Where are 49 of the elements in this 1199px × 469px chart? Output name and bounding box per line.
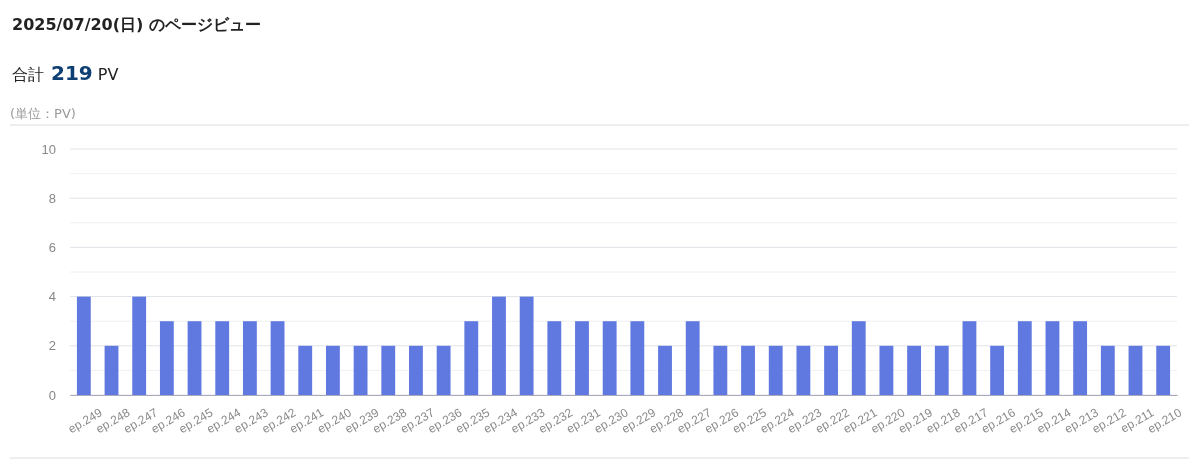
bar bbox=[962, 321, 977, 395]
y-tick-label: 4 bbox=[48, 289, 56, 305]
bar bbox=[685, 321, 700, 395]
bar bbox=[464, 321, 479, 395]
y-tick-label: 0 bbox=[48, 387, 56, 403]
bar bbox=[1017, 321, 1032, 395]
bar bbox=[104, 345, 119, 395]
y-tick-label: 2 bbox=[48, 338, 56, 354]
bar bbox=[879, 345, 894, 395]
bar bbox=[658, 345, 672, 395]
bar bbox=[76, 296, 91, 395]
bar bbox=[519, 296, 534, 395]
bar bbox=[132, 296, 147, 395]
bar bbox=[298, 345, 313, 395]
bar bbox=[409, 345, 423, 395]
bar bbox=[159, 321, 174, 395]
bar bbox=[187, 321, 202, 395]
bar bbox=[436, 345, 451, 395]
bar bbox=[575, 321, 589, 395]
bar bbox=[270, 321, 285, 395]
bar bbox=[741, 345, 755, 395]
bar bbox=[381, 345, 396, 395]
y-tick-label: 6 bbox=[48, 240, 56, 256]
bar bbox=[713, 345, 728, 395]
bar bbox=[1128, 345, 1143, 395]
bar bbox=[768, 345, 783, 395]
bar bbox=[353, 345, 368, 395]
y-axis-title: (単位：PV) bbox=[10, 106, 76, 121]
bar bbox=[630, 321, 645, 395]
bar bbox=[242, 321, 257, 395]
bar bbox=[215, 321, 230, 395]
bar bbox=[796, 345, 811, 395]
chart-title: 2025/07/20(日) のページビュー bbox=[12, 15, 261, 34]
bar bbox=[1156, 345, 1171, 395]
bar bbox=[325, 345, 340, 395]
bar bbox=[990, 345, 1005, 395]
bar bbox=[547, 321, 562, 395]
y-tick-label: 8 bbox=[48, 190, 56, 206]
bar bbox=[1045, 321, 1060, 395]
bar bbox=[492, 296, 506, 395]
bar bbox=[1100, 345, 1115, 395]
chart-subtitle: 合計 219 PV bbox=[12, 61, 119, 85]
bar bbox=[824, 345, 838, 395]
bar bbox=[934, 345, 949, 395]
bar bbox=[851, 321, 866, 395]
bar bbox=[1073, 321, 1088, 395]
bar bbox=[602, 321, 617, 395]
bar bbox=[907, 345, 922, 395]
y-tick-label: 10 bbox=[41, 141, 56, 157]
